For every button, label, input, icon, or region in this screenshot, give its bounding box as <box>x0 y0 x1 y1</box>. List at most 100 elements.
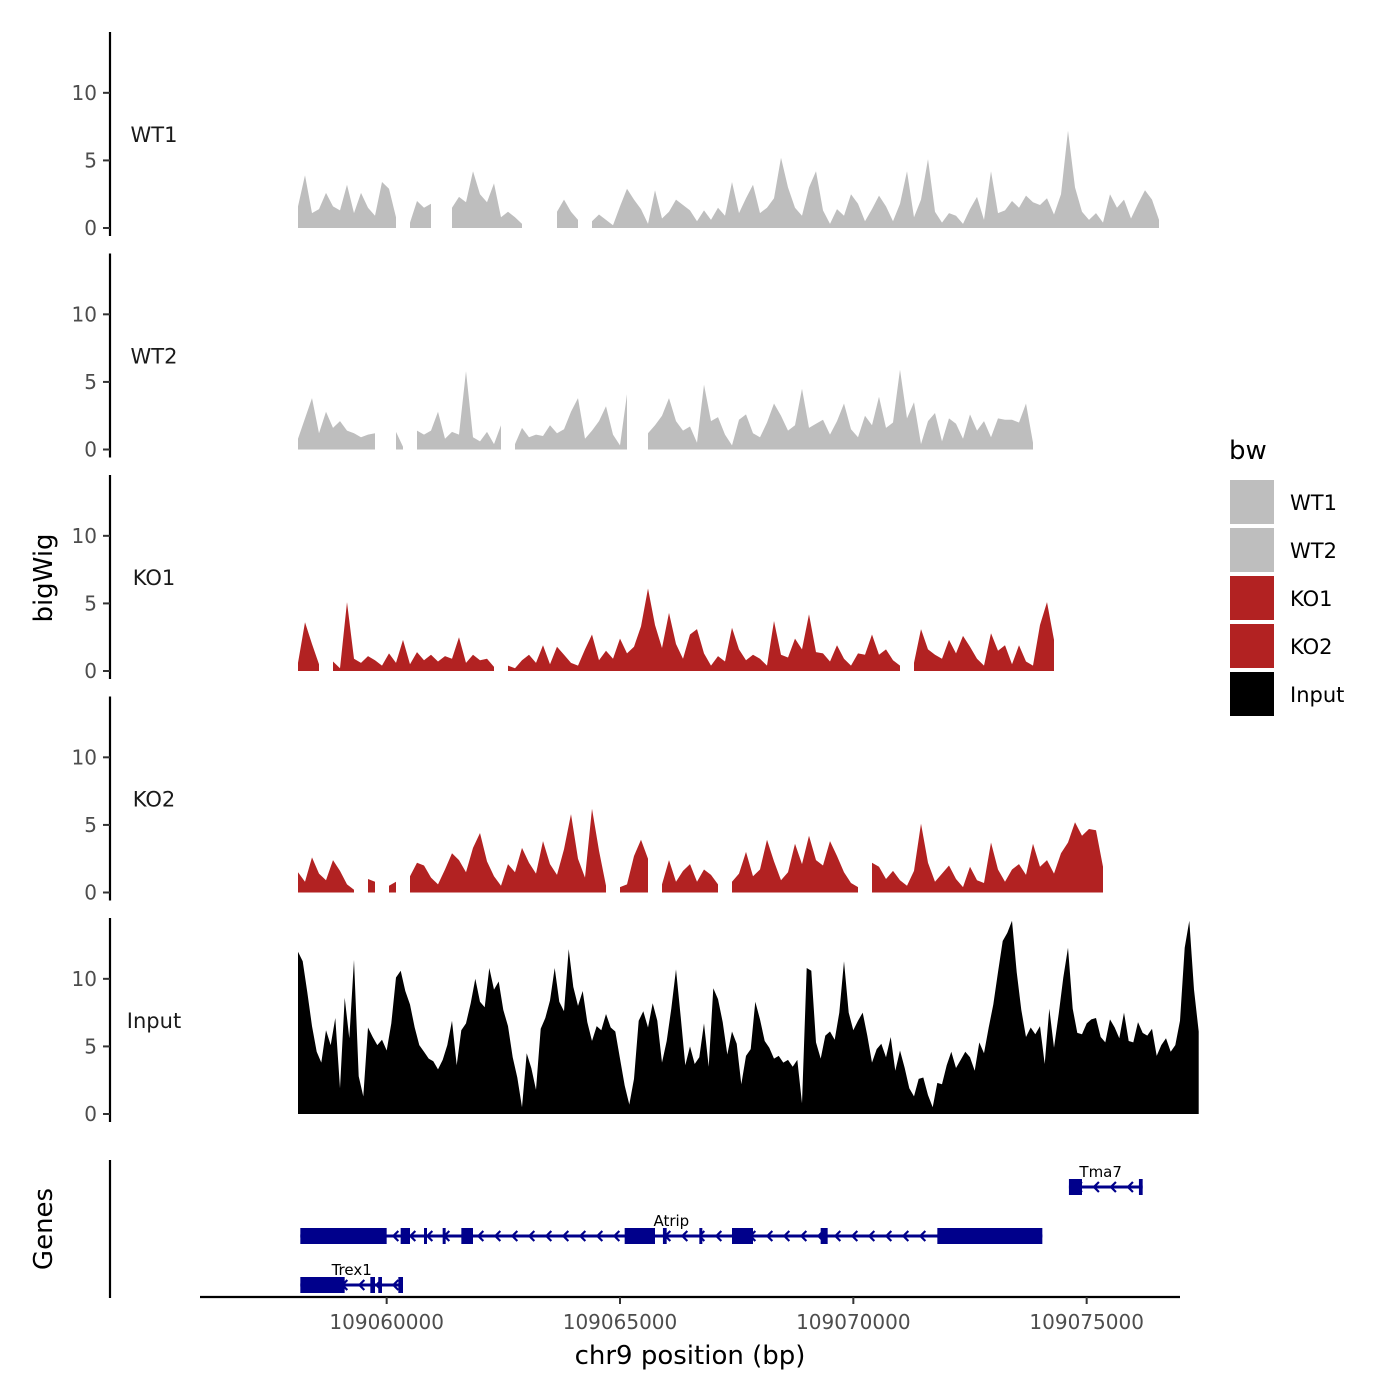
y-tick-label: 5 <box>84 813 97 837</box>
exon <box>461 1228 473 1244</box>
strand-arrow <box>697 1230 706 1242</box>
panel-label: WT1 <box>131 123 178 147</box>
y-tick-label: 10 <box>72 745 97 769</box>
panel-label: Input <box>127 1009 181 1033</box>
strand-arrow <box>833 1230 842 1242</box>
panel-wt2: 0 5 10 WT2 <box>72 253 1033 462</box>
signal-area-ko2 <box>298 857 354 893</box>
signal-area-ko1 <box>508 588 900 671</box>
y-tick-label: 10 <box>72 524 97 548</box>
panel-ko2: 0 5 10 KO2 <box>72 696 1103 905</box>
gene-tma7: Tma7 <box>1068 1163 1143 1195</box>
exon <box>300 1228 387 1244</box>
legend: bw WT1 WT2 KO1 KO2 Input <box>1229 436 1344 716</box>
exon <box>937 1228 1043 1244</box>
exon <box>624 1228 655 1244</box>
panel-label: KO2 <box>133 788 176 812</box>
strand-arrow <box>867 1230 876 1242</box>
signal-area-ko1 <box>333 602 494 671</box>
signal-area-ko2 <box>872 822 1103 893</box>
exon <box>398 1277 403 1293</box>
legend-item-wt1: WT1 <box>1230 480 1337 524</box>
exon <box>662 1228 667 1244</box>
strand-arrow <box>884 1230 893 1242</box>
strand-arrow <box>1126 1181 1134 1193</box>
gene-track-title: Genes <box>29 1188 59 1270</box>
x-tick-label: 109075000 <box>1029 1310 1144 1334</box>
x-tick-label: 109065000 <box>563 1310 678 1334</box>
gene-atrip: Atrip <box>300 1212 1043 1244</box>
y-tick-label: 0 <box>84 659 97 683</box>
strand-arrow <box>901 1230 910 1242</box>
signal-area-wt1 <box>592 130 1159 228</box>
legend-title: bw <box>1229 436 1267 466</box>
gene-label: Tma7 <box>1078 1163 1122 1181</box>
strand-arrow <box>1109 1181 1117 1193</box>
signal-area-ko2 <box>620 839 648 893</box>
strand-arrow <box>799 1230 808 1242</box>
strand-arrow <box>544 1230 553 1242</box>
exon <box>370 1277 375 1293</box>
panel-wt1: 0 5 10 WT1 <box>72 32 1159 240</box>
signal-area-input <box>298 920 1199 1114</box>
signal-area-ko1 <box>298 622 319 671</box>
exon <box>1138 1179 1143 1195</box>
signal-area-wt2 <box>298 398 375 450</box>
exon <box>424 1228 427 1244</box>
gene-label: Atrip <box>653 1212 689 1230</box>
strand-arrow <box>357 1279 366 1291</box>
x-axis-title: chr9 position (bp) <box>575 1341 806 1371</box>
y-tick-label: 5 <box>84 148 97 172</box>
gene-trex1: Trex1 <box>300 1261 403 1293</box>
strand-arrow <box>510 1230 519 1242</box>
legend-item-wt2: WT2 <box>1230 528 1337 572</box>
strand-arrow <box>391 1230 400 1242</box>
strand-arrow <box>527 1230 536 1242</box>
signal-area-wt1 <box>557 199 578 228</box>
strand-arrow <box>425 1230 434 1242</box>
exon <box>820 1228 828 1244</box>
exon <box>442 1228 446 1244</box>
signal-area-wt2 <box>648 369 1033 450</box>
y-tick-label: 5 <box>84 591 97 615</box>
y-tick-label: 0 <box>84 216 97 240</box>
strand-arrow <box>493 1230 502 1242</box>
signal-panels: 0 5 10 WT1 0 5 10 WT2 0 5 10 KO1 0 5 10 KO2 0 5 10 Input <box>72 32 1199 1126</box>
signal-area-ko2 <box>662 860 718 893</box>
y-tick-label: 10 <box>72 302 97 326</box>
signal-area-wt2 <box>515 394 627 450</box>
strand-arrow <box>1092 1181 1100 1193</box>
signal-area-ko2 <box>389 881 396 893</box>
strand-arrow <box>476 1230 485 1242</box>
y-tick-label: 5 <box>84 1034 97 1058</box>
strand-arrow <box>714 1230 723 1242</box>
strand-arrow <box>918 1230 927 1242</box>
legend-swatch <box>1230 624 1274 668</box>
strand-arrow <box>765 1230 774 1242</box>
panel-label: WT2 <box>131 345 178 369</box>
panel-ko1: 0 5 10 KO1 <box>72 475 1054 683</box>
legend-swatch <box>1230 672 1274 716</box>
signal-area-wt1 <box>410 201 431 228</box>
exon <box>1068 1179 1082 1195</box>
signal-area-wt1 <box>452 171 522 228</box>
exon <box>378 1277 382 1293</box>
legend-label: KO1 <box>1290 587 1333 611</box>
exon <box>732 1228 753 1244</box>
signal-area-ko1 <box>914 602 1054 671</box>
x-tick-label: 109070000 <box>796 1310 911 1334</box>
legend-item-input: Input <box>1230 672 1344 716</box>
exon <box>699 1228 703 1244</box>
signal-area-ko2 <box>410 808 606 893</box>
legend-swatch <box>1230 528 1274 572</box>
signal-area-wt2 <box>396 431 403 450</box>
y-tick-label: 5 <box>84 370 97 394</box>
strand-arrow <box>578 1230 587 1242</box>
legend-item-ko2: KO2 <box>1230 624 1333 668</box>
gene-track: Trex1 Atrip Tma7 <box>108 1160 1143 1298</box>
strand-arrow <box>850 1230 859 1242</box>
y-tick-label: 0 <box>84 1102 97 1126</box>
panel-input: 0 5 10 Input <box>72 918 1199 1126</box>
strand-arrow <box>612 1230 621 1242</box>
y-tick-label: 0 <box>84 438 97 462</box>
